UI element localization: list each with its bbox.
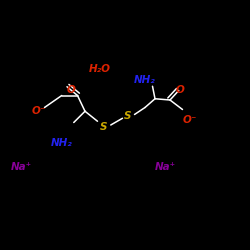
Text: O⁻: O⁻ xyxy=(183,115,197,125)
Text: O: O xyxy=(176,85,184,95)
Text: S: S xyxy=(124,111,131,121)
Text: Na⁺: Na⁺ xyxy=(154,162,176,172)
Text: NH₂: NH₂ xyxy=(50,138,72,147)
Text: O⁻: O⁻ xyxy=(32,106,46,116)
Text: NH₂: NH₂ xyxy=(134,75,156,85)
Text: S: S xyxy=(100,122,108,132)
Text: O: O xyxy=(67,85,76,95)
Text: H₂O: H₂O xyxy=(89,64,111,74)
Text: Na⁺: Na⁺ xyxy=(11,162,32,172)
